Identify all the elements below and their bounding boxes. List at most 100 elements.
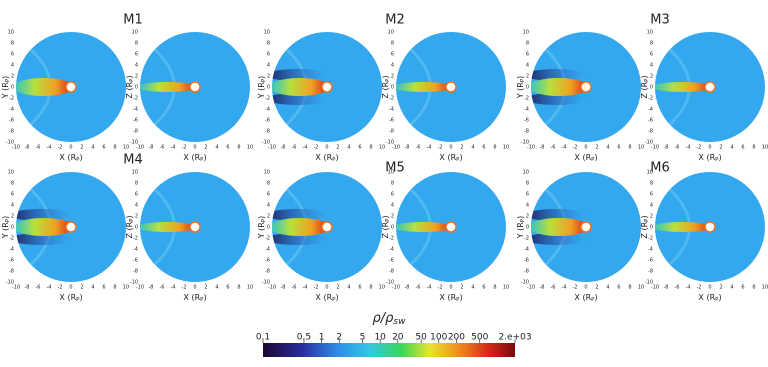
z-axis-label: Z (RP)	[381, 75, 391, 98]
x-tick-label: 4	[471, 285, 474, 291]
x-tick-label: 6	[741, 145, 744, 151]
x-tick-label: 2	[460, 145, 463, 151]
y-tick-label: 8	[11, 181, 14, 187]
x-axis-label-part: )	[594, 293, 597, 302]
y-tick-label: 8	[650, 181, 653, 187]
y-tick-label: -4	[389, 247, 394, 253]
x-tick-label: -6	[416, 145, 421, 151]
x-tick-label: -2	[58, 285, 63, 291]
x-tick-label: 4	[91, 285, 94, 291]
z-axis-label: Z (RP)	[640, 75, 650, 98]
colorbar-title-part: sw	[393, 317, 406, 327]
z-axis-label-part: P	[644, 218, 650, 222]
y-tick-label: 8	[135, 181, 138, 187]
y-tick-label: -2	[265, 236, 270, 242]
x-tick-label: -6	[36, 145, 41, 151]
z-axis-label-part: )	[381, 215, 390, 218]
z-axis-label: Z (RP)	[125, 215, 135, 238]
z-axis-label-part: P	[385, 78, 391, 82]
tail	[16, 78, 74, 96]
x-axis-label-part: X (R	[574, 293, 591, 302]
colorbar-tick-label: 10	[374, 333, 386, 343]
y-tick-label: 10	[8, 170, 14, 176]
y-tick-label: -4	[133, 107, 138, 113]
x-axis-label: X (RP)	[439, 153, 462, 163]
z-axis-label-part: Z (R	[640, 81, 649, 98]
y-tick-label: 4	[11, 63, 14, 69]
x-tick-label: 2	[460, 285, 463, 291]
x-tick-label: -4	[47, 285, 52, 291]
colorbar-tick-label: 5	[360, 333, 366, 343]
x-tick-label: 6	[482, 285, 485, 291]
model-title: M6	[650, 161, 670, 176]
x-tick-label: -8	[664, 145, 669, 151]
x-tick-label: 6	[358, 145, 361, 151]
tail	[396, 82, 454, 92]
y-tick-label: -4	[524, 107, 529, 113]
x-tick-label: -6	[160, 145, 165, 151]
x-tick-label: -8	[281, 285, 286, 291]
y-axis-label-part: )	[516, 216, 525, 219]
planet	[321, 221, 333, 233]
y-axis-label-part: )	[516, 76, 525, 79]
dark-lobe	[16, 209, 71, 221]
x-tick-label: -2	[314, 145, 319, 151]
x-tick-label: -2	[438, 145, 443, 151]
y-tick-label: -6	[389, 118, 394, 124]
y-tick-label: -4	[9, 247, 14, 253]
y-tick-label: 10	[388, 170, 394, 176]
x-axis-label-part: X (R	[183, 153, 200, 162]
y-axis-label: Y (RP)	[516, 216, 526, 240]
x-tick-label: 0	[584, 285, 587, 291]
y-tick-label: -4	[524, 247, 529, 253]
y-tick-label: 4	[526, 63, 529, 69]
y-axis-label-part: P	[261, 78, 267, 82]
dark-lobe	[272, 209, 327, 221]
x-axis-label: X (RP)	[574, 153, 597, 163]
y-tick-label: 10	[264, 170, 270, 176]
y-tick-label: 10	[388, 30, 394, 36]
colorbar-tick-label: 0.5	[297, 333, 311, 343]
y-tick-label: 6	[650, 192, 653, 198]
z-axis-label-part: )	[381, 75, 390, 78]
z-axis-label: Z (RP)	[640, 215, 650, 238]
x-axis-label-part: P	[76, 157, 80, 163]
y-tick-label: 8	[391, 181, 394, 187]
x-tick-label: -10	[651, 145, 659, 151]
y-tick-label: 6	[391, 52, 394, 58]
x-tick-label: 0	[69, 145, 72, 151]
x-axis-label: X (RP)	[183, 293, 206, 303]
y-tick-label: -2	[389, 236, 394, 242]
y-tick-label: -6	[133, 258, 138, 264]
y-tick-label: 8	[11, 41, 14, 47]
y-tick-label: 4	[135, 203, 138, 209]
y-tick-label: -8	[133, 129, 138, 135]
y-tick-label: 6	[11, 192, 14, 198]
x-axis-label-part: )	[203, 153, 206, 162]
y-tick-label: -2	[133, 236, 138, 242]
x-tick-label: 10	[247, 145, 253, 151]
x-axis-label-part: P	[332, 157, 336, 163]
y-tick-label: -6	[9, 258, 14, 264]
y-axis-label: Y (RP)	[1, 76, 11, 100]
y-axis-label-part: Y (R	[257, 82, 266, 100]
x-tick-label: -6	[675, 285, 680, 291]
y-tick-label: 0	[267, 85, 270, 91]
x-tick-label: 8	[628, 285, 631, 291]
model-title: M2	[385, 13, 405, 28]
x-tick-label: -6	[675, 145, 680, 151]
x-axis-label-part: )	[718, 153, 721, 162]
y-axis-label: Y (RP)	[257, 216, 267, 240]
x-tick-label: 4	[730, 145, 733, 151]
y-tick-label: 10	[132, 30, 138, 36]
y-axis-label-part: Y (R	[1, 82, 10, 100]
tail	[655, 82, 713, 92]
x-axis-label-part: )	[79, 153, 82, 162]
x-axis-label: X (RP)	[59, 293, 82, 303]
x-axis-label-part: P	[456, 157, 460, 163]
x-axis-label-part: )	[459, 153, 462, 162]
colorbar-tick-label: 100	[430, 333, 447, 343]
y-tick-label: -8	[133, 269, 138, 275]
x-tick-label: -8	[664, 285, 669, 291]
